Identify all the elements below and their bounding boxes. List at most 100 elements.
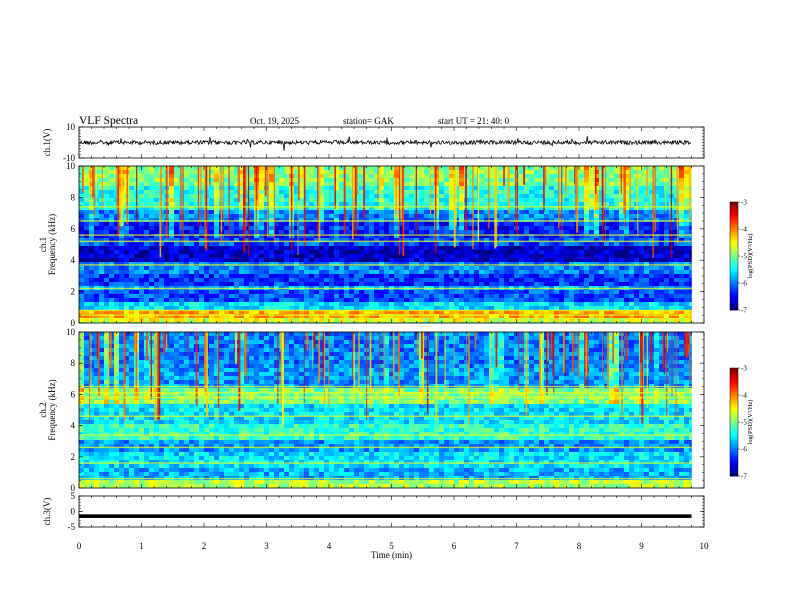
ch1-spectrogram-cell	[274, 290, 280, 295]
ch1-spectrogram-cell	[109, 306, 115, 311]
ch1-spectrogram-cell	[604, 166, 610, 171]
ch1-spectrogram-cell	[539, 290, 545, 295]
ch1-spectrogram-cell	[414, 306, 420, 311]
ch1-spectrogram-cell	[209, 294, 215, 299]
ch1-spectrogram-cell	[94, 250, 100, 255]
ch1-spectrogram-cell	[484, 178, 490, 183]
ch1-spectrogram-cell	[349, 258, 355, 263]
ch1-spectrogram-cell	[79, 166, 85, 171]
ch1-spectrogram-cell	[319, 182, 325, 187]
ch1-spectrogram-cell	[269, 230, 275, 235]
ch1-spectrogram-cell	[519, 174, 525, 179]
ch1-spectrogram-cell	[559, 242, 565, 247]
ch1-spectrogram-cell	[499, 214, 505, 219]
ch1-spectrogram-cell	[344, 234, 350, 239]
ch1-spectrogram-cell	[234, 314, 240, 319]
ch1-spectrogram-cell	[624, 186, 630, 191]
ch1-spectrogram-cell	[649, 306, 655, 311]
ch1-spectrogram-cell	[184, 242, 190, 247]
ch1-spectrogram-cell	[274, 310, 280, 315]
ch1-spectrogram-cell	[389, 178, 395, 183]
ch1-spectrogram-cell	[319, 258, 325, 263]
ch1-spectrogram-cell	[569, 166, 575, 171]
ch1-spectrogram-cell	[129, 238, 135, 243]
ch1-spectrogram-cell	[304, 210, 310, 215]
ch1-spectrogram-cell	[454, 282, 460, 287]
ch1-spectrogram-cell	[649, 278, 655, 283]
ch1-spectrogram-cell	[129, 186, 135, 191]
ch1-spectrogram-cell	[274, 282, 280, 287]
ch1-spectrogram-cell	[424, 218, 430, 223]
ch1-spectrogram-cell	[554, 302, 560, 307]
ch1-spectrogram-cell	[299, 294, 305, 299]
ch1-spectrogram-cell	[159, 266, 165, 271]
ch1-spectrogram-cell	[489, 266, 495, 271]
ch1-spectrogram-cell	[674, 298, 680, 303]
ch1-spectrogram-cell	[334, 170, 340, 175]
ch1-spectrogram-cell	[384, 214, 390, 219]
ch1-spectrogram-cell	[329, 174, 335, 179]
ch1-spectrogram-cell	[484, 238, 490, 243]
ch1-spectrogram-cell	[384, 202, 390, 207]
ch1-spectrogram-cell	[584, 222, 590, 227]
ch1-spectrogram-cell	[419, 314, 425, 319]
ch1-spectrogram-cell	[224, 190, 230, 195]
ch1-spectrogram-cell	[534, 178, 540, 183]
ch1-spectrogram-cell	[279, 190, 285, 195]
ch1-spectrogram-cell	[449, 174, 455, 179]
ch1-spectrogram-cell	[564, 210, 570, 215]
ch1-spectrogram-cell	[534, 274, 540, 279]
ch1-spectrogram-cell	[529, 238, 535, 243]
ch1-spectrogram-cell	[589, 194, 595, 199]
ch1-spectrogram-cell	[224, 270, 230, 275]
ch1-spectrogram-cell	[84, 238, 90, 243]
ch1-spectrogram-cell	[514, 274, 520, 279]
ch1-spectrogram-cell	[119, 254, 125, 259]
ch1-spectrogram-cell	[84, 282, 90, 287]
ch1-spectrogram-cell	[569, 206, 575, 211]
ch1-spectrogram-cell	[274, 254, 280, 259]
ch1-spectrogram-cell	[99, 242, 105, 247]
ch1-spectrogram-cell	[544, 310, 550, 315]
ch1-spectrogram-cell	[594, 310, 600, 315]
ch1-spectrogram-cell	[569, 270, 575, 275]
ch1-spectrogram-cell	[469, 178, 475, 183]
ch1-spectrogram-cell	[509, 166, 515, 171]
ch1-spectrogram-cell	[159, 198, 165, 203]
ch1-spectrogram-cell	[84, 166, 90, 171]
ch1-spectrogram-cell	[539, 166, 545, 171]
ch1-spectrogram-cell	[304, 318, 310, 323]
ch1-spectrogram-cell	[624, 202, 630, 207]
ch1-spectrogram-cell	[124, 318, 130, 323]
ch1-spectrogram-cell	[589, 302, 595, 307]
ch1-spectrogram-cell	[464, 310, 470, 315]
ch1-spectrogram-cell	[364, 262, 370, 267]
ch1-spectrogram-cell	[544, 250, 550, 255]
ch1-spectrogram-cell	[359, 174, 365, 179]
ch1-spectrogram-cell	[279, 282, 285, 287]
ch1-spectrogram-cell	[534, 242, 540, 247]
ch1-spectrogram-cell	[679, 214, 685, 219]
ch1-spectrogram-cell	[604, 186, 610, 191]
ch1-spectrogram-cell	[414, 282, 420, 287]
ch1-spectrogram-cell	[269, 246, 275, 251]
ch1-spectrogram-cell	[644, 262, 650, 267]
ch1-spectrogram-cell	[84, 194, 90, 199]
ch1-spectrogram-cell	[284, 318, 290, 323]
ch1-spectrogram-cell	[529, 182, 535, 187]
ch1-spectrogram-cell	[329, 182, 335, 187]
ch1-spectrogram-cell	[229, 234, 235, 239]
ch1-spectrogram-cell	[439, 274, 445, 279]
ch1-spectrogram-cell	[249, 246, 255, 251]
ch1-spectrogram-cell	[224, 238, 230, 243]
ch1-spectrogram-cell	[379, 318, 385, 323]
ch1-spectrogram-cell	[79, 174, 85, 179]
ch1-spectrogram-cell	[134, 230, 140, 235]
ch1-spectrogram-cell	[229, 242, 235, 247]
ch1-spectrogram-cell	[679, 258, 685, 263]
ch1-spectrogram-cell	[364, 302, 370, 307]
ch1-spectrogram-cell	[589, 242, 595, 247]
ch1-spectrogram-cell	[604, 266, 610, 271]
ch1-spectrogram-cell	[234, 254, 240, 259]
ch1-spectrogram-cell	[649, 170, 655, 175]
